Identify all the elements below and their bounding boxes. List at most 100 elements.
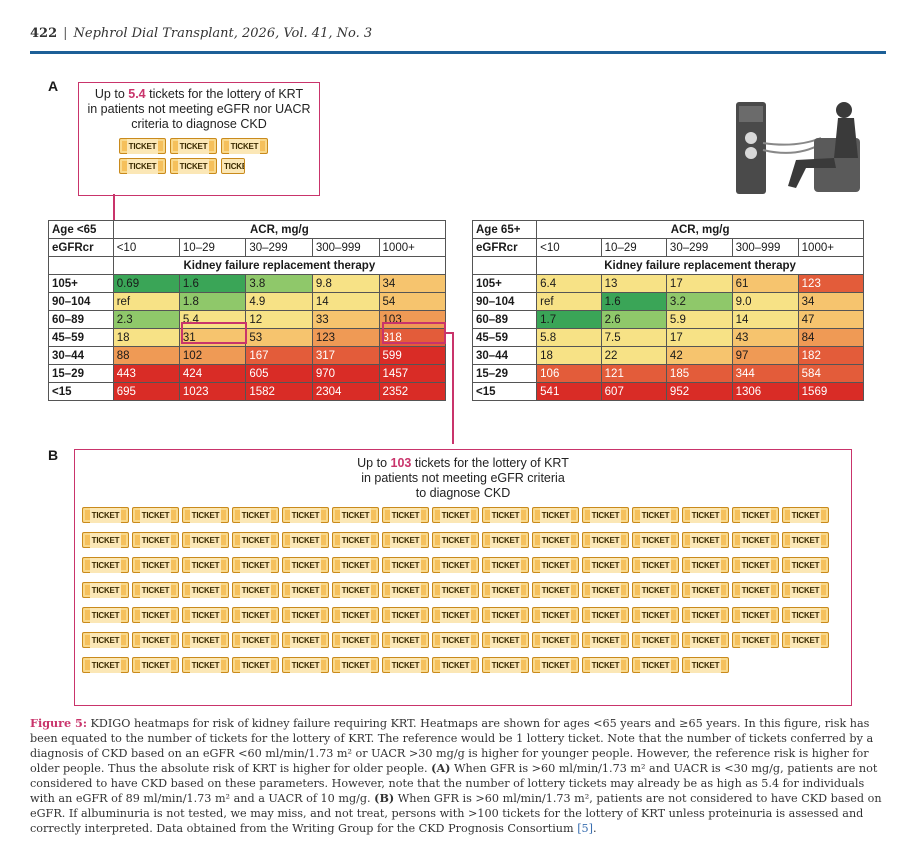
heatmap-cell: 7.5 [600,328,667,347]
heatmap-cell: 167 [245,346,313,365]
egfr-row-label: 60–89 [471,310,538,329]
ticket-icon: TICKET [232,557,279,573]
ticket-icon: TICKET [332,657,379,673]
heatmap-cell: 185 [665,364,733,383]
heatmap-cell: 106 [536,364,602,383]
age-label: Age 65+ [471,220,538,239]
ticket-icon: TICKET [632,557,679,573]
egfr-row-label: 105+ [48,274,114,293]
ticket-icon: TICKET [282,657,329,673]
ticket-icon: TICKET [482,632,529,648]
figure-caption: Figure 5: KDIGO heatmaps for risk of kid… [30,716,882,835]
ticket-icon: TICKET [132,557,179,573]
caption-text: When GFR is >60 ml/min/1.73 m² and UACR … [30,762,878,805]
highlight-103-cell [382,322,446,344]
table-row: 105+ 6.4 13 17 61 123 [471,274,865,293]
panel-b-callout: Up to 103 tickets for the lottery of KRT… [74,449,852,706]
ticket-icon: TICKET [732,582,779,598]
ticket-icon: TICKET [482,532,529,548]
table-row: 60–89 1.7 2.6 5.9 14 47 [471,310,865,329]
heatmap-cell: 6.4 [536,274,602,293]
ticket-icon: TICKET [382,507,429,523]
ticket-icon: TICKET [432,632,479,648]
ticket-icon: TICKET [132,632,179,648]
heatmap-cell: 14 [311,292,380,311]
ticket-icon: TICKET [282,532,329,548]
heatmap-cell: 121 [600,364,667,383]
ticket-icon: TICKET [221,158,245,174]
ticket-icon: TICKET [119,138,166,154]
heatmap-cell: 43 [731,328,799,347]
heatmap-cell: 5.4 [178,310,247,329]
egfr-label: eGFRcr [48,238,114,257]
ticket-icon: TICKET [182,632,229,648]
ticket-icon: TICKET [282,507,329,523]
table-row: 90–104 ref 1.8 4.9 14 54 [48,292,447,311]
ticket-icon: TICKET [432,532,479,548]
ticket-icon: TICKET [732,507,779,523]
heatmap-cell: 1.6 [178,274,247,293]
ticket-icon: TICKET [82,657,129,673]
ticket-icon: TICKET [332,582,379,598]
acr-col-header: 10–29 [600,238,667,257]
heatmap-cell: 4.9 [245,292,313,311]
heatmap-cell: 970 [311,364,380,383]
ticket-icon: TICKET [282,607,329,623]
acr-col-header: 30–299 [665,238,733,257]
ticket-icon: TICKET [432,607,479,623]
heatmap-cell: ref [112,292,180,311]
ticket-icon: TICKET [332,632,379,648]
ticket-icon: TICKET [382,557,429,573]
ticket-icon: TICKET [382,532,429,548]
ticket-icon: TICKET [170,158,217,174]
ticket-icon: TICKET [170,138,217,154]
ticket-icon: TICKET [332,557,379,573]
ticket-icon: TICKET [532,557,579,573]
ticket-icon: TICKET [732,532,779,548]
heatmap-cell: 584 [797,364,865,383]
table-row: 15–29 443 424 605 970 1457 [48,364,447,383]
ticket-icon: TICKET [582,557,629,573]
egfr-row-label: 105+ [471,274,538,293]
ticket-icon: TICKET [632,632,679,648]
ticket-icon: TICKET [782,557,829,573]
ticket-icon: TICKET [632,607,679,623]
ticket-icon: TICKET [182,532,229,548]
heatmap-cell: 2.3 [112,310,180,329]
heatmap-cell: 61 [731,274,799,293]
ticket-icon: TICKET [432,507,479,523]
acr-label: ACR, mg/g [536,220,864,239]
heatmap-cell: 2.6 [600,310,667,329]
ticket-icon: TICKET [582,657,629,673]
ticket-icon: TICKET [82,582,129,598]
panel-a-letter: A [48,78,59,94]
connector-a [113,194,115,228]
egfr-row-label: 15–29 [471,364,538,383]
panel-a-callout-line2: in patients not meeting eGFR nor UACR [87,102,311,116]
panel-b-callout-line2: in patients not meeting eGFR criteria [361,471,565,485]
connector-b-vertical [452,332,454,444]
ticket-icon: TICKET [582,507,629,523]
heatmap-cell: 33 [311,310,380,329]
heatmap-cell: 53 [245,328,313,347]
egfr-row-label: 30–44 [471,346,538,365]
ticket-icon: TICKET [82,532,129,548]
acr-col-header: 300–999 [311,238,380,257]
ticket-icon: TICKET [232,582,279,598]
heatmap-cell: 84 [797,328,865,347]
heatmap-cell: 3.8 [245,274,313,293]
ticket-icon: TICKET [221,138,268,154]
ticket-icon: TICKET [532,632,579,648]
heatmap-cell: 47 [797,310,865,329]
ticket-icon: TICKET [382,582,429,598]
heatmap-cell: 97 [731,346,799,365]
reference-link[interactable]: [5] [577,822,594,835]
ticket-icon: TICKET [632,657,679,673]
ticket-icon: TICKET [332,607,379,623]
ticket-icon: TICKET [232,657,279,673]
heatmap-cell: 18 [112,328,180,347]
ticket-icon: TICKET [132,607,179,623]
ticket-icon: TICKET [182,557,229,573]
ticket-icon: TICKET [532,507,579,523]
heatmap-cell: 14 [731,310,799,329]
